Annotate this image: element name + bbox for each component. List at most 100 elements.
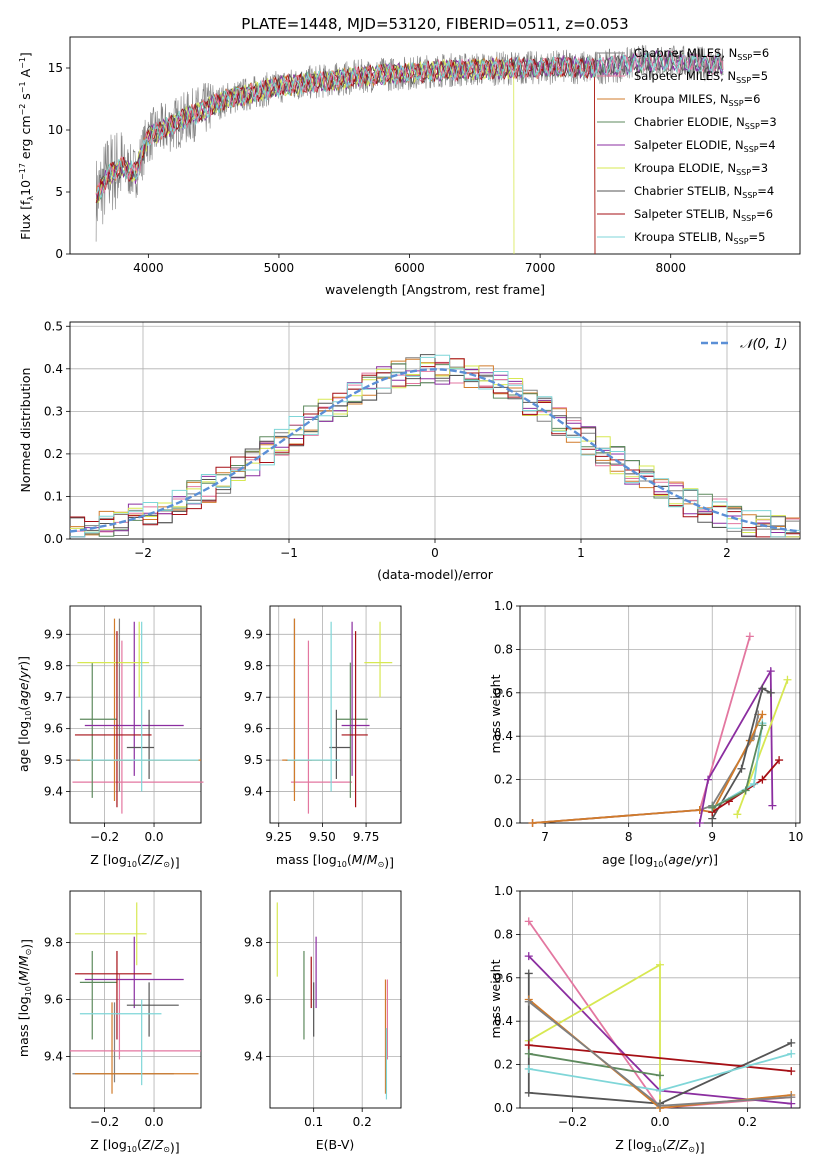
- spectrum-legend-label: Kroupa ELODIE, NSSP=3: [634, 161, 768, 177]
- ebv_mass-frame: [269, 890, 402, 1109]
- z-age-xlabel: Z [log10(Z/Z⊙)]: [90, 852, 179, 870]
- z-weight-xlabel: Z [log10(Z/Z⊙)]: [615, 1137, 704, 1155]
- z_weight-marker-kroupa_stelib: [787, 1049, 796, 1058]
- spectrum-frame: [69, 36, 801, 255]
- residuals-frame: [69, 321, 801, 540]
- mass_age-xtick-label: 9.25: [265, 830, 292, 844]
- figure-title: PLATE=1448, MJD=53120, FIBERID=0511, z=0…: [241, 15, 628, 33]
- spectrum-model-salpeter_stelib: [95, 56, 596, 255]
- age_weight-marker-chabrier_stelib: [737, 764, 746, 773]
- residuals-ylabel: Normed distribution: [18, 368, 33, 493]
- ebv_mass-ytick-label: 9.8: [244, 935, 263, 949]
- spectrum-legend-label: Salpeter MILES, NSSP=5: [634, 69, 768, 85]
- age_weight-marker-kroupa_miles: [758, 710, 767, 719]
- residuals-legend-label: 𝒩(0, 1): [740, 337, 787, 352]
- spectrum-xtick-label: 4000: [133, 261, 164, 275]
- z_age-ytick-label: 9.9: [44, 627, 63, 641]
- spectrum-ytick-label: 0: [55, 247, 63, 261]
- age-weight-xlabel: age [log10(age/yr)]: [602, 852, 718, 869]
- z_mass-ytick-label: 9.4: [44, 1050, 63, 1064]
- z_mass-ytick-label: 9.6: [44, 993, 63, 1007]
- z_weight-ytick-label: 0.2: [494, 1058, 513, 1072]
- z_weight-marker-chabrier_stelib: [524, 969, 533, 978]
- spectrum-model-kroupa_stelib: [96, 51, 724, 199]
- age_weight-marker-kroupa_stelib: [750, 779, 759, 788]
- residuals-normal-curve: [69, 368, 801, 533]
- residuals-hist-kroupa_stelib: [70, 354, 800, 538]
- residuals-ytick-label: 0.5: [44, 319, 63, 333]
- age_weight-frame: [519, 605, 801, 824]
- age_weight-series-kroupa_elodie: [736, 679, 789, 815]
- age_weight-marker-salpeter_elodie: [704, 775, 713, 784]
- mass_age-ytick-label: 9.5: [244, 753, 263, 767]
- mass_age-ytick-label: 9.7: [244, 690, 263, 704]
- z_age-ytick-label: 9.4: [44, 785, 63, 799]
- z_weight-ytick-label: 0.0: [494, 1101, 513, 1115]
- age_weight-ytick-label: 0.2: [494, 773, 513, 787]
- age_weight-marker-chabrier_stelib: [758, 684, 767, 693]
- ebv_mass-xtick-label: 0.2: [353, 1115, 372, 1129]
- age_weight-series-salpeter_stelib: [711, 759, 780, 813]
- z_weight-marker-chabrier_miles: [524, 997, 533, 1006]
- z_weight-series-chabrier_stelib: [527, 973, 792, 1105]
- spectrum-ylabel: Flux [fλ10−17 erg cm−2 s−1 A−1]: [18, 52, 35, 240]
- z_weight-xtick-label: 0.2: [738, 1115, 757, 1129]
- spectrum-xtick-label: 8000: [655, 261, 686, 275]
- z_mass-frame: [69, 890, 202, 1109]
- spectrum-legend-label: Chabrier MILES, NSSP=6: [634, 46, 769, 62]
- age_weight-xtick-label: 10: [788, 830, 803, 844]
- z_weight-marker-kroupa_stelib: [656, 1086, 664, 1095]
- spectrum-legend-label: Kroupa STELIB, NSSP=5: [634, 230, 765, 246]
- age_weight-series-chabrier_miles: [532, 714, 760, 824]
- age_weight-marker-salpeter_elodie: [768, 801, 777, 810]
- z_weight-marker-chabrier_stelib: [524, 1088, 533, 1097]
- mass_age-ytick-label: 9.8: [244, 659, 263, 673]
- z_weight-marker-chabrier_elodie: [656, 1071, 664, 1080]
- age_weight-marker-salpeter_stelib: [758, 775, 767, 784]
- z_weight-xtick-label: −0.2: [558, 1115, 587, 1129]
- z-age-ylabel: age [log10(age/yr)]: [16, 656, 33, 772]
- residuals-ytick-label: 0.0: [44, 532, 63, 546]
- residuals-ytick-label: 0.2: [44, 447, 63, 461]
- z_weight-marker-salpeter_stelib: [524, 1041, 533, 1050]
- z_weight-marker-chabrier_miles: [656, 1101, 664, 1110]
- age_weight-series-chabrier_stelib: [711, 687, 772, 820]
- age_weight-series-salpeter_miles: [532, 636, 751, 824]
- ebv_mass-ytick-label: 9.6: [244, 993, 263, 1007]
- spectrum-legend-label: Kroupa MILES, NSSP=6: [634, 92, 760, 108]
- z_age-ytick-label: 9.6: [44, 722, 63, 736]
- ebv-mass-xlabel: E(B-V): [316, 1137, 355, 1152]
- ebv_mass-ytick-label: 9.4: [244, 1050, 263, 1064]
- spectrum-xtick-label: 7000: [525, 261, 556, 275]
- z_age-ytick-label: 9.7: [44, 690, 63, 704]
- mass_age-xtick-label: 9.75: [353, 830, 380, 844]
- age_weight-marker-salpeter_elodie: [766, 667, 775, 676]
- age_weight-series-salpeter_elodie: [698, 667, 774, 824]
- z_weight-ytick-label: 1.0: [494, 884, 513, 898]
- residuals-xtick-label: 2: [723, 546, 731, 560]
- residuals-xlabel: (data-model)/error: [377, 567, 494, 582]
- residuals-ytick-label: 0.4: [44, 362, 63, 376]
- mass-age-xlabel: mass [log10(M/M⊙)]: [276, 852, 394, 870]
- age_weight-ytick-label: 0.4: [494, 729, 513, 743]
- mass_age-ytick-label: 9.4: [244, 785, 263, 799]
- z_age-frame: [69, 605, 202, 824]
- age_weight-xtick-label: 7: [541, 830, 549, 844]
- mass_age-frame: [269, 605, 402, 824]
- spectrum-legend-label: Chabrier ELODIE, NSSP=3: [634, 115, 777, 131]
- z_weight-marker-kroupa_stelib: [524, 1064, 533, 1073]
- age_weight-ytick-label: 1.0: [494, 599, 513, 613]
- spectrum-ytick-label: 10: [48, 123, 63, 137]
- age_weight-marker-chabrier_elodie: [758, 721, 767, 730]
- residuals-ytick-label: 0.1: [44, 489, 63, 503]
- residuals-xtick-label: −2: [134, 546, 152, 560]
- z_mass-ytick-label: 9.8: [44, 935, 63, 949]
- spectrum-legend-label: Chabrier STELIB, NSSP=4: [634, 184, 774, 200]
- age_weight-marker-chabrier_elodie: [741, 786, 750, 795]
- mass_age-xtick-label: 9.50: [309, 830, 336, 844]
- age_weight-marker-kroupa_miles: [528, 819, 537, 827]
- z_weight-marker-chabrier_elodie: [524, 1049, 533, 1058]
- age_weight-ytick-label: 0.8: [494, 642, 513, 656]
- age-weight-ylabel: mass weight: [488, 674, 503, 753]
